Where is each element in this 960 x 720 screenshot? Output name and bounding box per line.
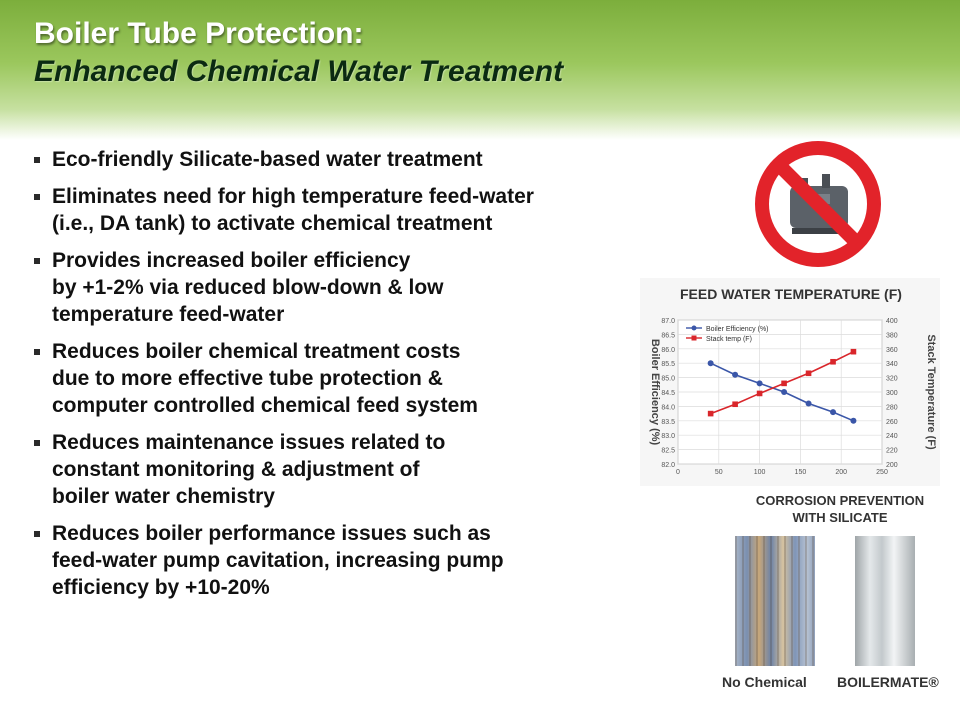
bullet-text-line: Reduces boiler chemical treatment costs — [52, 340, 461, 363]
no-sign-icon — [755, 141, 881, 267]
data-point — [781, 380, 787, 387]
y-tick-label: 84.5 — [661, 390, 675, 397]
square-bullet-icon — [34, 440, 40, 446]
bullet-text-line: Eliminates need for high temperature fee… — [52, 185, 534, 208]
bullet-text-line: temperature feed-water — [52, 303, 285, 326]
bullet-text-line: Provides increased boiler efficiency — [52, 249, 411, 272]
bullet-text-line: Eco-friendly Silicate-based water treatm… — [52, 148, 483, 171]
legend-marker — [691, 335, 697, 341]
y-tick-label: 82.0 — [661, 462, 675, 469]
y2-tick-label: 360 — [886, 347, 898, 354]
data-point — [850, 348, 857, 355]
bullet-list: Eco-friendly Silicate-based water treatm… — [34, 146, 674, 611]
corroded-pipe-image — [735, 536, 815, 666]
y-tick-label: 85.0 — [661, 376, 675, 383]
data-point — [830, 358, 836, 365]
y-tick-label: 87.0 — [661, 318, 675, 325]
y2-tick-label: 220 — [886, 448, 898, 455]
bullet-text-line: Reduces boiler performance issues such a… — [52, 522, 491, 545]
data-point — [756, 380, 763, 387]
data-point — [781, 389, 788, 395]
bullet-item: Eco-friendly Silicate-based water treatm… — [34, 146, 674, 173]
bullet-item: Reduces boiler performance issues such a… — [34, 520, 674, 601]
data-point — [732, 401, 738, 408]
square-bullet-icon — [34, 349, 40, 355]
data-point — [732, 371, 739, 378]
bullet-text-line: constant monitoring & adjustment of — [52, 458, 420, 481]
legend-label: Boiler Efficiency (%) — [706, 326, 769, 333]
square-bullet-icon — [34, 258, 40, 264]
slide-subtitle: Enhanced Chemical Water Treatment — [34, 55, 564, 88]
data-point — [756, 390, 763, 397]
square-bullet-icon — [34, 157, 40, 163]
no-chemical-label: No Chemical — [722, 674, 807, 690]
y2-tick-label: 240 — [886, 433, 898, 440]
y2-axis-label: Stack Temperature (F) — [925, 334, 937, 450]
data-point — [805, 370, 812, 377]
y-tick-label: 84.0 — [661, 404, 675, 411]
y-tick-label: 86.5 — [661, 332, 675, 339]
x-tick-label: 100 — [754, 469, 766, 476]
bullet-text-line: efficiency by +10-20% — [52, 576, 270, 599]
y2-tick-label: 320 — [886, 376, 898, 383]
x-tick-label: 200 — [835, 469, 847, 476]
bullet-text-line: computer controlled chemical feed system — [52, 394, 478, 417]
y2-tick-label: 260 — [886, 419, 898, 426]
bullet-text-line: boiler water chemistry — [52, 485, 275, 508]
x-tick-label: 50 — [715, 469, 723, 476]
bullet-text-line: Reduces maintenance issues related to — [52, 431, 446, 454]
y-tick-label: 86.0 — [661, 347, 675, 354]
corrosion-title-line1: CORROSION PREVENTION — [755, 493, 925, 508]
bullet-text-line: by +1-2% via reduced blow-down & low — [52, 276, 444, 299]
legend-label: Stack temp (F) — [706, 336, 752, 343]
square-bullet-icon — [34, 531, 40, 537]
x-tick-label: 250 — [876, 469, 888, 476]
data-point — [850, 417, 857, 424]
bullet-item: Reduces maintenance issues related to con… — [34, 429, 674, 510]
y2-tick-label: 280 — [886, 404, 898, 411]
y2-tick-label: 400 — [886, 318, 898, 325]
y-tick-label: 83.5 — [661, 419, 675, 426]
boilermate-label: BOILERMATE® — [837, 674, 939, 690]
data-point — [830, 409, 837, 416]
bullet-item: Reduces boiler chemical treatment costs d… — [34, 338, 674, 419]
y2-tick-label: 340 — [886, 361, 898, 368]
y2-tick-label: 380 — [886, 332, 898, 339]
bullet-text-line: due to more effective tube protection & — [52, 367, 443, 390]
bullet-text-line: (i.e., DA tank) to activate chemical tre… — [52, 212, 493, 235]
bullet-text-line: feed-water pump cavitation, increasing p… — [52, 549, 504, 572]
bullet-item: Provides increased boiler efficiency by +… — [34, 247, 674, 328]
header-band — [0, 0, 960, 140]
data-point — [805, 400, 812, 407]
clean-pipe-image — [855, 536, 915, 666]
bullet-item: Eliminates need for high temperature fee… — [34, 183, 674, 237]
square-bullet-icon — [34, 194, 40, 200]
y-tick-label: 83.0 — [661, 433, 675, 440]
x-tick-label: 150 — [795, 469, 807, 476]
x-tick-label: 0 — [676, 469, 680, 476]
corrosion-title: CORROSION PREVENTION WITH SILICATE — [720, 492, 960, 526]
data-point — [707, 410, 714, 417]
chart-svg: 87.0 400 86.5 380 86.0 360 85.5 340 85.0 320 84.5 3… — [649, 318, 937, 476]
y-axis-label: Boiler Efficiency (%) — [649, 339, 661, 446]
chart-title: FEED WATER TEMPERATURE (F) — [680, 286, 902, 302]
slide-title: Boiler Tube Protection: — [34, 17, 364, 50]
data-point — [707, 360, 714, 367]
feed-water-chart: 87.0 400 86.5 380 86.0 360 85.5 340 85.0 320 84.5 3… — [640, 278, 940, 486]
y-tick-label: 85.5 — [661, 361, 675, 368]
y2-tick-label: 200 — [886, 462, 898, 469]
y2-tick-label: 300 — [886, 390, 898, 397]
y-tick-label: 82.5 — [661, 448, 675, 455]
corrosion-title-line2: WITH SILICATE — [792, 510, 888, 525]
legend-marker — [691, 325, 697, 331]
